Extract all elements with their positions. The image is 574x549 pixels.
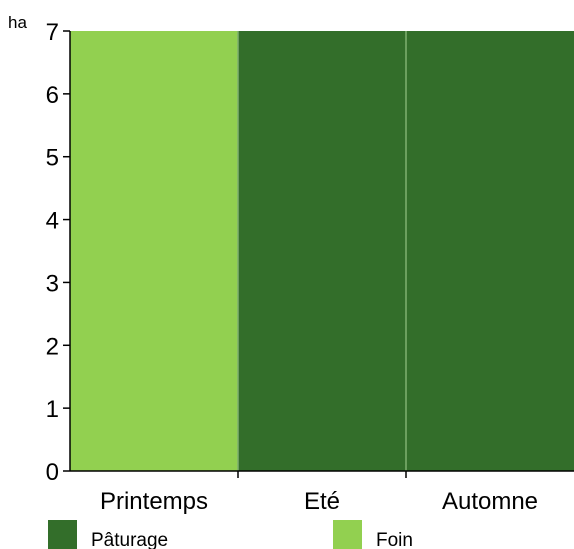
y-tick-label-0: 0 <box>46 459 59 486</box>
y-tick-label-4: 4 <box>46 208 59 235</box>
y-ticks: 0 1 2 3 4 5 6 7 <box>46 19 70 486</box>
x-tick-label-1: Eté <box>304 488 340 515</box>
y-tick-label-1: 1 <box>46 396 59 423</box>
x-ticks: Printemps Eté Automne <box>100 471 538 515</box>
y-unit-label: ha <box>8 13 27 32</box>
x-tick-label-0: Printemps <box>100 488 208 515</box>
legend-label-1: Foin <box>376 530 413 549</box>
axes <box>69 31 574 472</box>
y-tick-label-7: 7 <box>46 19 59 46</box>
bar-0-1 <box>238 31 406 471</box>
y-tick-label-2: 2 <box>46 333 59 360</box>
y-tick-label-3: 3 <box>46 270 59 297</box>
bars <box>70 31 574 471</box>
bar-0-2 <box>406 31 574 471</box>
legend-swatch-1 <box>333 520 362 549</box>
y-tick-label-6: 6 <box>46 82 59 109</box>
y-tick-label-5: 5 <box>46 145 59 172</box>
legend-swatch-0 <box>48 520 77 549</box>
legend: Pâturage Foin <box>48 520 413 549</box>
legend-label-0: Pâturage <box>91 530 168 549</box>
x-tick-label-2: Automne <box>442 488 538 515</box>
bar-1-0 <box>70 31 238 471</box>
